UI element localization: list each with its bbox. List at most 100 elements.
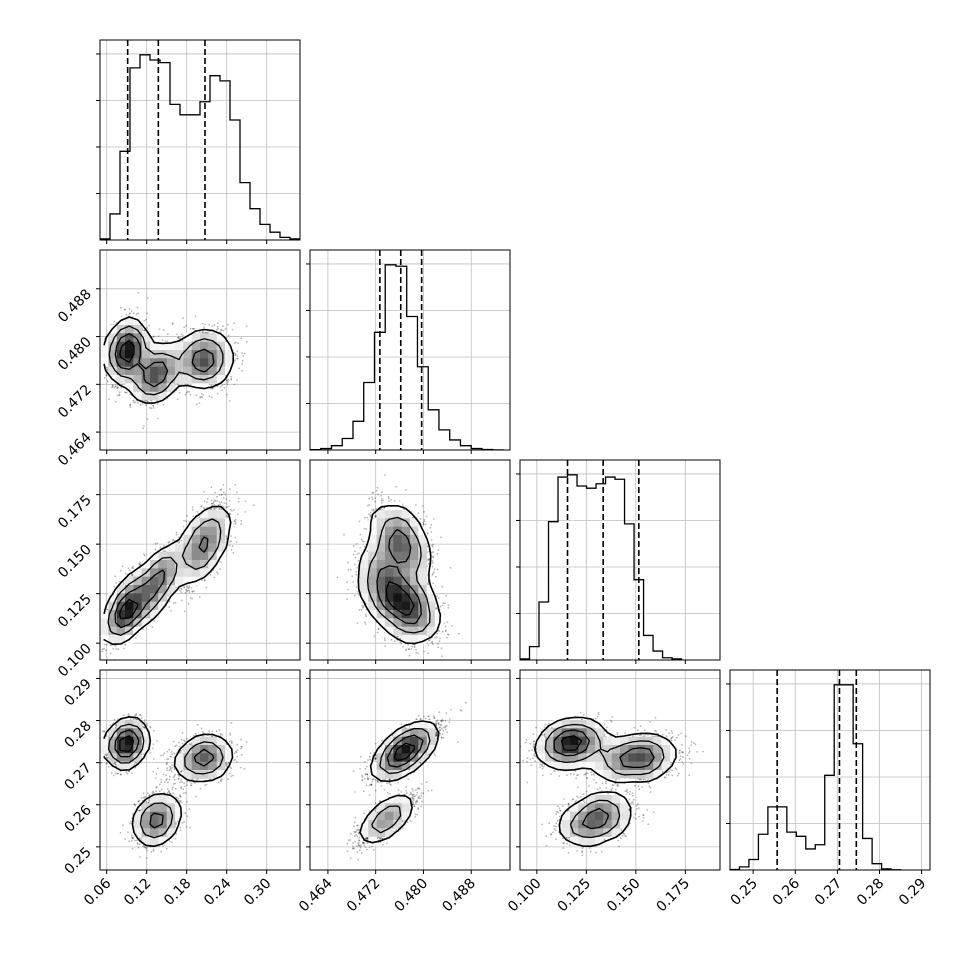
- density-cell: [133, 350, 143, 359]
- scatter-panel-2-1: [306, 459, 511, 664]
- sample-point: [206, 501, 208, 503]
- panel-frame: [99, 459, 301, 661]
- sample-point: [114, 385, 117, 388]
- sample-point: [210, 486, 213, 489]
- density-cell: [133, 358, 143, 368]
- sample-point: [109, 652, 112, 655]
- sample-point: [114, 385, 117, 388]
- sample-point: [177, 336, 180, 339]
- sample-point: [429, 639, 431, 641]
- sample-point: [216, 495, 218, 498]
- sample-point: [237, 501, 240, 503]
- contour-line: [107, 518, 222, 636]
- sample-point: [101, 648, 104, 650]
- density-cell: [191, 350, 201, 359]
- sample-point: [111, 385, 114, 388]
- sample-point: [244, 500, 247, 502]
- density-cell: [175, 576, 184, 586]
- density-cell: [141, 576, 151, 586]
- sample-point: [145, 318, 148, 321]
- sample-point: [427, 644, 430, 647]
- sample-point: [224, 493, 227, 496]
- sample-point: [183, 586, 186, 588]
- sample-point: [170, 609, 172, 612]
- sample-point: [131, 567, 133, 569]
- sample-point: [175, 531, 178, 534]
- sample-point: [129, 393, 132, 396]
- sample-point: [231, 328, 234, 331]
- sample-point: [132, 565, 135, 568]
- density-cell: [133, 391, 143, 401]
- sample-point: [152, 407, 155, 409]
- sample-point: [167, 594, 170, 597]
- sample-point: [226, 506, 229, 508]
- sample-point: [230, 378, 233, 381]
- sample-point: [168, 606, 171, 608]
- density-cell: [133, 585, 143, 594]
- sample-point: [411, 516, 414, 519]
- sample-point: [374, 515, 376, 517]
- sample-point: [152, 336, 155, 338]
- density-cell: [108, 618, 118, 628]
- density-cell: [100, 618, 109, 628]
- sample-point: [108, 398, 110, 401]
- sample-point: [206, 331, 209, 334]
- sample-point: [212, 501, 215, 503]
- sample-point: [236, 379, 239, 381]
- density-cell: [125, 333, 134, 343]
- sample-point: [127, 567, 130, 570]
- sample-point: [234, 536, 237, 539]
- density-cell: [208, 510, 218, 519]
- sample-point: [209, 573, 212, 576]
- sample-point: [166, 340, 169, 343]
- sample-point: [171, 322, 174, 324]
- density-cell: [150, 551, 159, 561]
- density-cell: [150, 366, 159, 376]
- sample-point: [221, 384, 224, 387]
- density-cell: [158, 366, 168, 376]
- sample-point: [185, 589, 187, 591]
- sample-point: [216, 571, 218, 574]
- sample-point: [446, 633, 449, 636]
- sample-point: [161, 339, 164, 341]
- sample-point: [402, 505, 405, 508]
- density-cell: [116, 618, 126, 628]
- density-cell: [158, 383, 168, 393]
- density-cell: [141, 593, 151, 603]
- density-cell: [175, 543, 184, 553]
- density-cell: [141, 375, 151, 384]
- density-cell: [225, 358, 234, 368]
- sample-point: [121, 565, 124, 568]
- sample-point: [228, 488, 231, 490]
- density-cell: [200, 526, 209, 536]
- contour-line: [119, 339, 135, 363]
- sample-point: [227, 380, 229, 383]
- sample-point: [120, 306, 122, 309]
- sample-point: [228, 400, 231, 402]
- sample-point: [225, 537, 228, 540]
- sample-point: [203, 507, 206, 510]
- sample-point: [240, 337, 243, 340]
- density-cell: [216, 350, 226, 359]
- sample-point: [117, 384, 119, 387]
- sample-point: [180, 539, 183, 542]
- density-cell: [125, 325, 134, 334]
- sample-point: [122, 647, 125, 650]
- sample-point: [226, 393, 229, 396]
- scatter-panel-1-0: [96, 249, 301, 454]
- density-cell: [100, 350, 109, 359]
- density-cell: [133, 593, 143, 603]
- hist-panel-2: [516, 459, 721, 664]
- sample-point: [216, 572, 219, 575]
- sample-point: [357, 590, 359, 593]
- sample-point: [211, 387, 214, 390]
- sample-point: [240, 519, 243, 522]
- sample-point: [101, 650, 103, 653]
- sample-point: [403, 508, 405, 511]
- sample-point: [96, 354, 98, 356]
- sample-point: [116, 387, 119, 389]
- density-cell: [200, 358, 209, 368]
- density-cell: [216, 543, 226, 553]
- sample-point: [399, 641, 402, 644]
- sample-point: [230, 548, 233, 551]
